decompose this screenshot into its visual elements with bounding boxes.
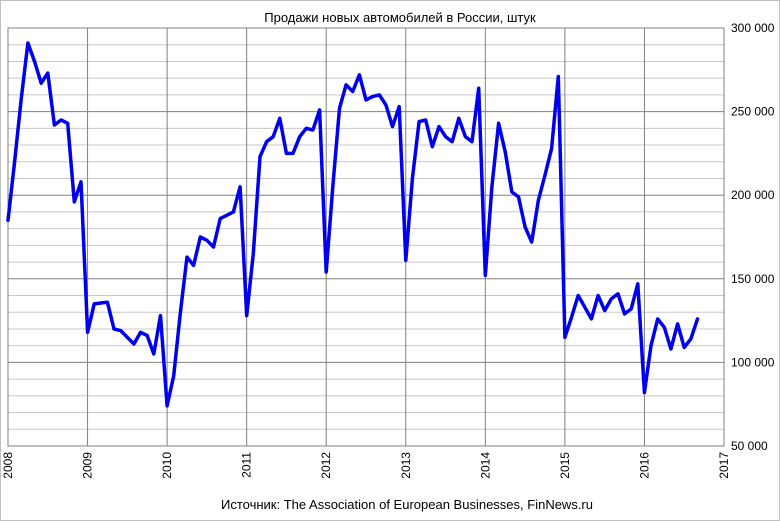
x-tick-label: 2008 (1, 452, 15, 479)
x-tick-label: 2013 (399, 452, 413, 479)
x-axis-tick-labels: 2008 2009 2010 2011 2012 2013 2014 2015 2016 2017 (1, 452, 731, 479)
y-tick-label: 200 000 (731, 188, 775, 202)
x-tick-label: 2014 (478, 452, 492, 479)
y-tick-label: 300 000 (731, 21, 775, 35)
x-tick-label: 2010 (160, 452, 174, 479)
x-tick-label: 2017 (717, 452, 731, 479)
chart-title: Продажи новых автомобилей в России, штук (264, 10, 536, 25)
y-tick-label: 50 000 (731, 439, 768, 453)
chart-source-note: Источник: The Association of European Bu… (221, 497, 593, 512)
x-tick-label: 2012 (319, 452, 333, 479)
x-tick-label: 2011 (240, 452, 254, 478)
plot-area-border (7, 27, 725, 447)
y-tick-label: 100 000 (731, 355, 775, 369)
y-tick-label: 250 000 (731, 105, 775, 119)
x-tick-label: 2016 (637, 452, 651, 479)
y-tick-label: 150 000 (731, 272, 775, 286)
minor-gridlines (8, 44, 724, 430)
x-tick-label: 2015 (558, 452, 572, 479)
y-axis-tick-labels: 50 000 100 000 150 000 200 000 250 000 300 00… (731, 21, 775, 453)
x-tick-label: 2009 (81, 452, 95, 479)
major-gridlines (8, 28, 724, 446)
sales-series-line (6, 41, 700, 408)
